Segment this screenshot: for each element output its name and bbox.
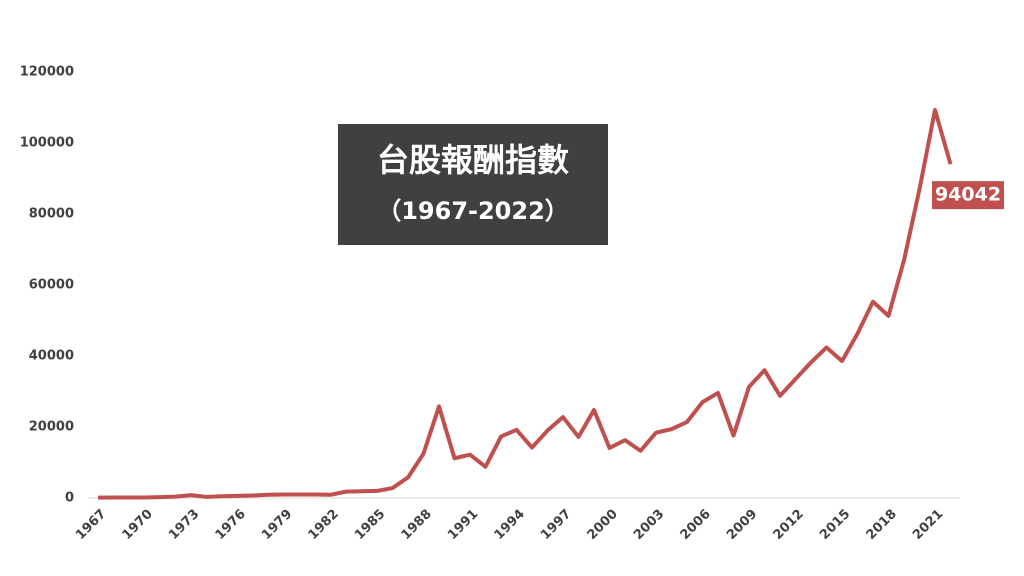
- y-tick-label: 120000: [20, 65, 74, 80]
- y-tick-label: 40000: [29, 349, 74, 364]
- x-tick-label: 1979: [259, 507, 295, 543]
- x-tick-label: 1988: [399, 507, 435, 543]
- x-tick-label: 1982: [306, 507, 342, 543]
- y-tick-label: 0: [65, 491, 74, 506]
- y-tick-label: 100000: [20, 136, 74, 151]
- x-tick-label: 1997: [538, 507, 574, 543]
- value-label-box: [932, 181, 1004, 210]
- value-label: 94042: [935, 184, 1001, 206]
- x-tick-label: 1994: [492, 507, 528, 543]
- x-tick-label: 1967: [73, 507, 109, 543]
- y-tick-label: 60000: [29, 278, 74, 293]
- x-tick-label: 2012: [771, 507, 807, 543]
- chart-subtitle: （1967-2022）: [377, 197, 569, 225]
- x-tick-label: 2006: [678, 507, 714, 543]
- x-tick-label: 2018: [864, 507, 900, 543]
- x-tick-label: 2009: [724, 507, 760, 543]
- x-tick-label: 2000: [585, 507, 621, 543]
- x-tick-label: 2003: [631, 507, 667, 543]
- x-tick-label: 1970: [120, 507, 156, 543]
- chart-title: 台股報酬指數: [377, 141, 569, 179]
- x-tick-label: 2021: [910, 507, 946, 543]
- x-tick-label: 1985: [352, 507, 388, 543]
- x-tick-label: 1976: [213, 507, 249, 543]
- title-box: [338, 124, 608, 245]
- x-tick-label: 1973: [166, 507, 202, 543]
- y-tick-label: 20000: [29, 420, 74, 435]
- y-tick-label: 80000: [29, 207, 74, 222]
- x-tick-label: 2015: [817, 507, 853, 543]
- x-tick-label: 1991: [445, 507, 481, 543]
- line: [97, 107, 953, 500]
